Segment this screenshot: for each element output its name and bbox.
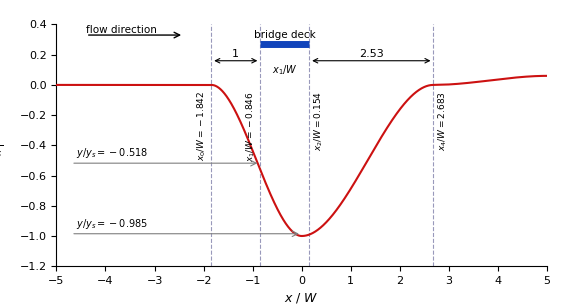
Text: $x_4/W = 2.683$: $x_4/W = 2.683$ bbox=[437, 91, 449, 151]
Y-axis label: $\dfrac{y}{y_s}$: $\dfrac{y}{y_s}$ bbox=[0, 130, 3, 161]
Text: $y/y_s = -0.518$: $y/y_s = -0.518$ bbox=[76, 147, 148, 160]
Text: $x_0/W = -1.842$: $x_0/W = -1.842$ bbox=[196, 91, 209, 161]
Text: 2.53: 2.53 bbox=[359, 49, 384, 59]
Text: $x_2/W = 0.154$: $x_2/W = 0.154$ bbox=[312, 91, 325, 151]
X-axis label: $x$ / $W$: $x$ / $W$ bbox=[284, 292, 319, 305]
Text: bridge deck: bridge deck bbox=[254, 30, 316, 39]
Text: $x_1/W = -0.846$: $x_1/W = -0.846$ bbox=[245, 91, 257, 162]
Text: $x_1/W$: $x_1/W$ bbox=[272, 64, 298, 77]
Text: flow direction: flow direction bbox=[86, 25, 157, 35]
Text: 1: 1 bbox=[232, 49, 239, 59]
Text: $y/y_s = -0.985$: $y/y_s = -0.985$ bbox=[76, 218, 148, 231]
